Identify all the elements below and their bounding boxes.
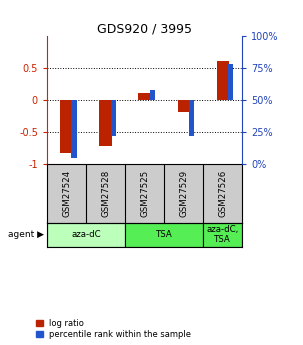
Text: GSM27525: GSM27525 <box>140 170 149 217</box>
Text: GSM27524: GSM27524 <box>62 170 71 217</box>
Text: agent ▶: agent ▶ <box>8 230 44 239</box>
Bar <box>228 65 233 100</box>
Bar <box>99 100 112 146</box>
Text: GSM27529: GSM27529 <box>179 170 188 217</box>
Bar <box>203 223 242 247</box>
Bar <box>60 100 73 153</box>
Bar <box>217 61 229 100</box>
Bar <box>189 100 194 136</box>
Text: aza-dC: aza-dC <box>71 230 101 239</box>
Title: GDS920 / 3995: GDS920 / 3995 <box>97 22 192 35</box>
Bar <box>72 100 77 158</box>
Bar <box>125 223 203 247</box>
Bar <box>138 92 151 100</box>
Text: GSM27526: GSM27526 <box>218 170 227 217</box>
Bar <box>178 100 190 112</box>
Text: aza-dC,
TSA: aza-dC, TSA <box>207 225 239 245</box>
Text: GSM27528: GSM27528 <box>101 170 110 217</box>
Text: TSA: TSA <box>156 230 173 239</box>
Bar <box>47 223 125 247</box>
Bar <box>150 90 155 100</box>
Bar <box>111 100 116 136</box>
Legend: log ratio, percentile rank within the sample: log ratio, percentile rank within the sa… <box>35 317 193 341</box>
